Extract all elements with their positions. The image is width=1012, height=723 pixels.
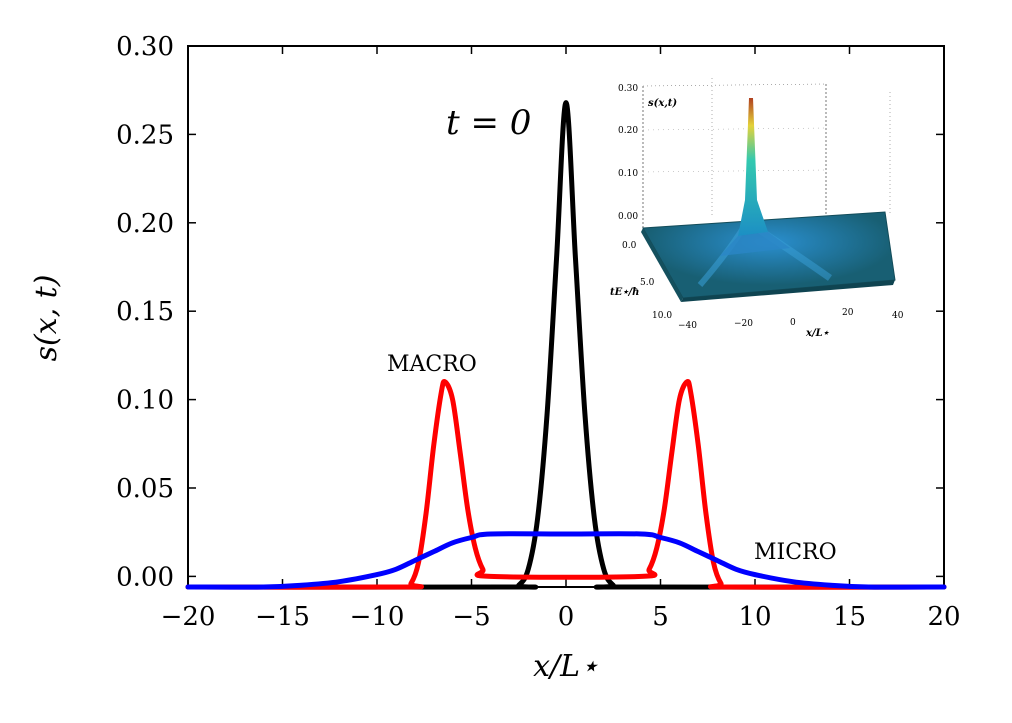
annotation-micro: MICRO	[754, 540, 837, 565]
inset-z-tick: 0.30	[618, 84, 638, 94]
inset-surface-peak	[738, 98, 768, 236]
x-axis-label: x/L⋆	[533, 649, 599, 684]
y-tick-label: 0.10	[116, 386, 174, 416]
inset-z-tick: 0.20	[618, 126, 638, 136]
inset-x-tick: −20	[734, 319, 753, 329]
inset-x-tick: 0	[790, 318, 796, 328]
inset-y-tick: 0.0	[622, 241, 637, 251]
y-tick-label: 0.00	[116, 562, 174, 592]
annotation-t0: t = 0	[446, 103, 531, 143]
axis-ticks	[187, 45, 945, 587]
y-tick-label: 0.25	[116, 120, 174, 150]
inset-z-tick: 0.00	[618, 212, 638, 222]
x-tick-label: −15	[255, 602, 310, 632]
y-tick-label: 0.05	[116, 474, 174, 504]
inset-y-tick: 5.0	[640, 278, 655, 288]
x-tick-label: 20	[927, 602, 960, 632]
inset-y-label: tE⋆/ħ	[610, 287, 639, 298]
y-tick-label: 0.20	[116, 209, 174, 239]
series-t0-line	[185, 100, 947, 590]
tick-labels: −20 −15 −10 −5 0 5 10 15 200.000.050.100.150.200…	[116, 32, 960, 632]
inset-x-label: x/L⋆	[805, 328, 830, 339]
plot-frame	[187, 45, 945, 588]
x-tick-label: −5	[452, 602, 490, 632]
inset-box-line	[642, 169, 827, 173]
inset-surface-edge	[681, 280, 895, 302]
inset-z-label: s(x,t)	[648, 98, 677, 109]
x-tick-label: −20	[161, 602, 216, 632]
series-lines	[185, 100, 947, 590]
inset-x-tick: 20	[842, 308, 854, 318]
y-tick-label: 0.30	[116, 32, 174, 62]
x-tick-label: 5	[652, 602, 669, 632]
annotation-macro: MACRO	[387, 352, 477, 377]
x-tick-label: 0	[558, 602, 575, 632]
x-tick-label: 15	[833, 602, 866, 632]
x-tick-label: −10	[350, 602, 405, 632]
y-tick-label: 0.15	[116, 297, 174, 327]
y-axis-label: s(x, t)	[29, 275, 64, 362]
inset-surface-edge	[641, 228, 683, 302]
inset-surface-peak-base	[720, 232, 790, 256]
series-micro-line	[185, 531, 947, 590]
series-macro-line	[185, 379, 947, 590]
inset-box-line	[642, 127, 827, 131]
inset-z-tick: 0.10	[618, 169, 638, 179]
inset-x-tick: 40	[892, 311, 904, 321]
inset-x-tick: −40	[678, 321, 697, 331]
inset-box-line	[642, 83, 827, 87]
inset-y-tick: 10.0	[652, 311, 672, 321]
x-tick-label: 10	[738, 602, 771, 632]
inset-surface-plot: s(x,t) 0.30 0.20 0.10 0.00 0.0 5.0 10.0 …	[610, 78, 904, 339]
